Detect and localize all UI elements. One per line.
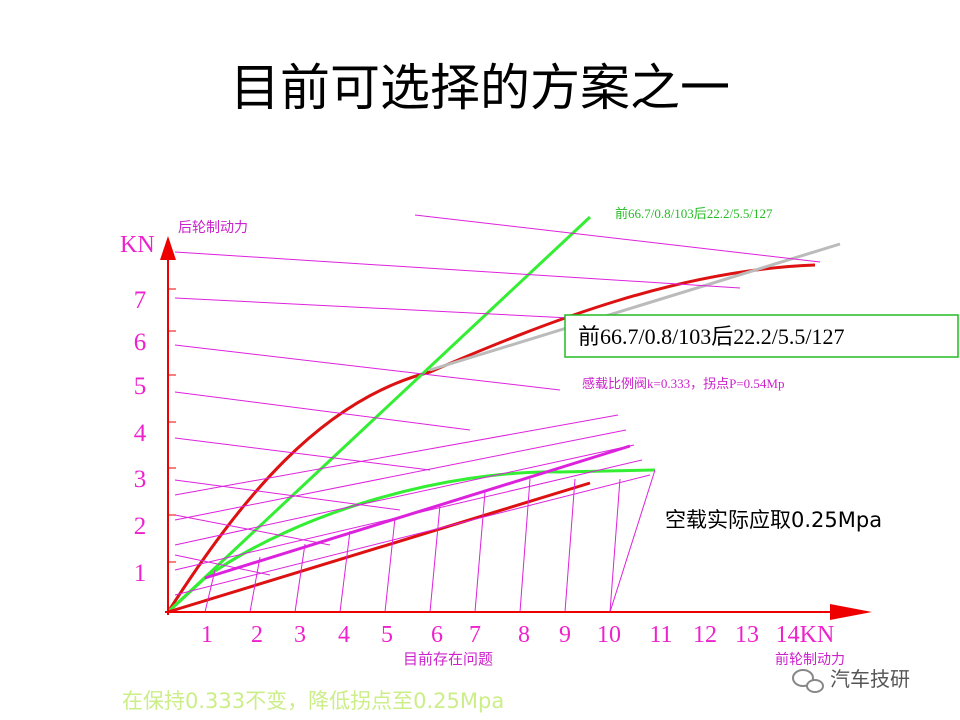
y-tick-label: 2 [134,513,147,540]
gray-line [429,242,841,372]
empty-load-note: 空载实际应取0.25Mpa [665,508,882,532]
mesh-line [339,530,351,613]
mesh-line [249,556,261,613]
x-tick-label: 13 [735,622,759,648]
mesh-line [174,444,635,546]
f-line [174,514,331,546]
footer-note: 在保持0.333不变，降低拐点至0.25Mpa [122,689,504,713]
y-tick-label: 7 [134,287,147,314]
x-tick-label: 12 [693,622,717,648]
x-arrow [830,604,872,620]
x-tick-label: 3 [294,622,306,648]
mesh-line [294,543,306,613]
x-tick-label: 2 [251,622,263,648]
y-tick-label: 6 [134,329,147,356]
y-tick-label: 3 [134,466,147,493]
empty-curve [166,468,656,614]
mesh-line [174,414,619,496]
wechat-icon [792,669,814,687]
x-tick-label: 10 [597,622,621,648]
f-line [174,437,431,471]
y-tick-label: 4 [134,420,147,447]
x-tick-label: 8 [518,622,530,648]
f-line [174,297,571,319]
watermark: 汽车技研 [792,667,910,693]
x-caption: 目前存在问题 [403,650,493,668]
f-line [174,479,401,511]
x-label: 前轮制动力 [775,651,845,668]
diagram-lines [166,214,841,614]
mesh-line [474,491,486,613]
box-spec: 前66.7/0.8/103后22.2/5.5/127 [578,324,844,349]
x-tick-label: 4 [338,622,350,648]
f-line [174,251,741,289]
magenta-line [204,444,631,580]
mesh-line [564,478,576,613]
spec-box [564,314,959,358]
x-tick-label: 1 [201,622,213,648]
mesh-line [609,478,621,613]
title: 目前可选择的方案之一 [230,59,730,117]
x-tick-label: 6 [431,622,443,648]
f-line [174,391,471,431]
valve-note: 感载比例阀k=0.333，拐点P=0.54Mp [582,376,784,391]
f-line [174,344,561,391]
mesh-line [204,569,216,613]
lower-red-line [167,481,591,614]
x-tick-label: 5 [381,622,393,648]
f-line [174,554,271,576]
y-unit: KN [120,232,155,258]
y-arrow [160,236,176,260]
x-tick-label: 11 [649,622,672,648]
mesh-line [174,429,627,521]
x-tick-label: 7 [469,622,481,648]
green-spec: 前66.7/0.8/103后22.2/5.5/127 [615,206,773,221]
y-tick-label: 5 [134,373,147,400]
watermark-text: 汽车技研 [830,667,910,691]
x-tick-label: 14KN [776,622,835,648]
ideal-curve [166,263,816,613]
mesh-line [429,504,441,613]
mesh-line [384,517,396,613]
y-label: 后轮制动力 [178,220,248,236]
wechat-icon [806,679,824,693]
y-tick-label: 1 [134,560,147,587]
f-line [414,214,821,263]
mesh-line [174,474,651,596]
mesh-line [174,459,643,571]
mesh-line [519,478,531,613]
green-line [166,215,592,614]
x-tick-label: 9 [559,622,571,648]
mesh-edge [609,469,656,613]
